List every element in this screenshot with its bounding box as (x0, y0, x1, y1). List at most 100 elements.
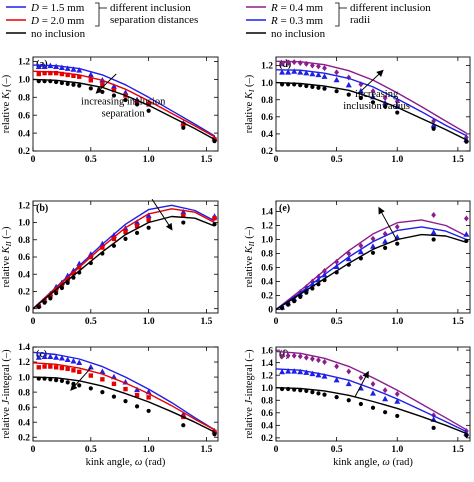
legend-label: R = 0.4 mm (270, 2, 323, 14)
data-point-circle (36, 304, 41, 310)
data-point-circle (286, 302, 291, 307)
y-tick-label: 0.2 (18, 433, 30, 443)
data-point-diamond (394, 391, 400, 397)
data-point-diamond (322, 268, 327, 274)
legend-note: different inclusion (350, 2, 431, 14)
y-axis-label-text: relative (244, 99, 255, 133)
panel-label: (e) (279, 203, 290, 214)
data-point-diamond (382, 230, 388, 237)
legend-label: R = 0.3 mm (270, 15, 323, 27)
x-axis-label-text: kink angle, (86, 457, 135, 468)
panel-label: (c) (36, 349, 47, 360)
y-tick-label: 0.8 (261, 250, 273, 260)
x-tick-label: 1.5 (452, 445, 464, 455)
data-point-triangle (370, 243, 376, 249)
y-tick-label: 0.6 (18, 403, 30, 413)
data-point-triangle (47, 62, 54, 69)
annotation-arrow (378, 206, 398, 242)
series-curve (275, 233, 467, 311)
data-point-triangle (76, 67, 83, 73)
data-point-circle (310, 286, 315, 291)
data-point-diamond (334, 258, 340, 265)
data-point-circle (71, 82, 76, 87)
y-tick-label: 1.0 (261, 384, 273, 394)
data-point-diamond (382, 95, 388, 102)
data-point-square (59, 365, 65, 371)
data-point-circle (59, 285, 65, 291)
series-red (32, 362, 217, 435)
data-point-circle (286, 82, 291, 87)
x-tick-label: 0 (274, 155, 279, 165)
series-curve (275, 368, 467, 433)
x-tick-label: 1.0 (391, 317, 403, 327)
data-point-square (71, 368, 76, 373)
data-point-diamond (358, 242, 364, 249)
x-tick-label: 1.5 (201, 317, 213, 327)
data-point-triangle (291, 68, 298, 74)
x-tick-label: 0.5 (85, 155, 97, 165)
x-tick-label: 0 (31, 155, 36, 165)
data-point-circle (65, 380, 70, 385)
data-point-square (146, 395, 151, 400)
y-tick-label: 1.4 (261, 208, 273, 218)
data-point-circle (346, 92, 351, 97)
data-point-triangle (315, 371, 322, 378)
legend-symbol: R (270, 15, 278, 27)
x-axis-label-symbol: ω (135, 457, 142, 468)
series-blue (32, 204, 218, 310)
y-axis-label-text: relative (244, 253, 255, 287)
data-point-diamond (394, 98, 400, 105)
y-tick-label: 1.2 (261, 371, 273, 381)
panel-a: 0 0.5 1.0 1.5 0.2 0.4 0.6 0.8 1.0 1.2 (a) relative … (1, 56, 219, 165)
y-axis-label: relative J-integral (–) (244, 349, 255, 439)
x-tick-label: 0 (31, 445, 36, 455)
series-curve (32, 215, 215, 310)
data-point-circle (383, 104, 388, 109)
x-tick-label: 1.0 (143, 155, 155, 165)
y-tick-label: 0.2 (18, 147, 30, 157)
x-tick-label: 0.5 (331, 155, 343, 165)
data-point-diamond (382, 387, 388, 394)
data-point-triangle (345, 255, 352, 262)
data-point-square (123, 229, 128, 235)
y-axis-label-unit: (–) (244, 226, 255, 241)
data-point-square (77, 369, 82, 375)
legend-label: D = 1.5 mm (30, 2, 85, 14)
data-point-triangle (430, 122, 437, 128)
y-tick-label: 0.4 (261, 130, 273, 140)
data-point-circle (370, 250, 376, 255)
data-point-triangle (279, 368, 286, 375)
y-tick-label: 0.6 (18, 253, 30, 263)
data-point-circle (146, 225, 151, 230)
data-point-triangle (134, 219, 141, 225)
data-point-square (212, 429, 217, 435)
data-point-triangle (370, 390, 376, 396)
data-point-circle (370, 405, 376, 410)
annotation-arrow (354, 370, 369, 398)
data-point-triangle (303, 69, 310, 76)
data-point-circle (146, 408, 151, 414)
data-point-diamond (291, 59, 297, 66)
data-point-circle (134, 404, 140, 409)
data-point-triangle (357, 248, 364, 255)
data-point-triangle (291, 368, 298, 374)
legend-text: no inclusion (271, 28, 326, 40)
annotation-arrow (95, 73, 117, 94)
x-tick-label: 1.0 (391, 155, 403, 165)
series-curve (32, 351, 215, 431)
y-tick-label: 0.2 (18, 288, 30, 298)
data-point-square (53, 70, 59, 76)
data-point-circle (77, 270, 82, 275)
data-point-circle (111, 243, 117, 248)
y-tick-label: 0.4 (18, 270, 30, 280)
data-point-triangle (303, 369, 310, 375)
data-point-triangle (64, 356, 71, 362)
legend-label: no inclusion (271, 28, 326, 40)
data-point-diamond (334, 363, 340, 370)
data-point-circle (123, 236, 128, 242)
legend-text: = 2.0 mm (39, 15, 85, 27)
data-point-diamond (279, 353, 285, 360)
y-tick-label: 0.4 (261, 422, 273, 432)
x-tick-label: 0.5 (331, 445, 343, 455)
